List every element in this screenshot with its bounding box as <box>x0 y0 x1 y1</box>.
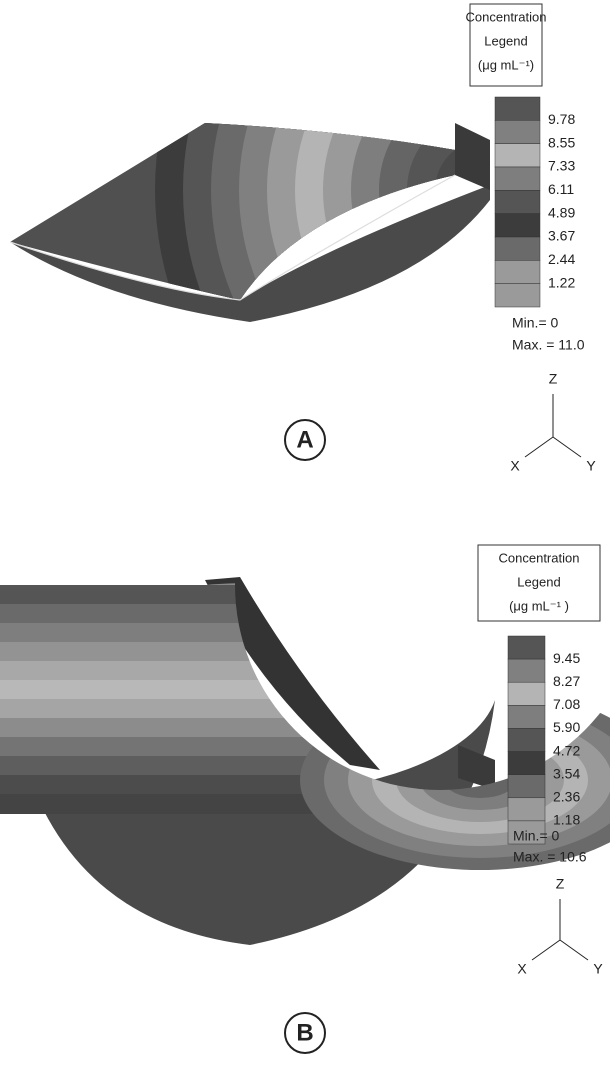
contour-band <box>0 642 500 662</box>
legend-title: Legend <box>484 33 527 48</box>
axis-x <box>525 437 553 457</box>
legend-min: Min.= 0 <box>513 828 560 844</box>
contour-band <box>0 661 500 681</box>
legend-band <box>508 775 545 798</box>
legend-level: 4.72 <box>553 742 580 758</box>
legend-band <box>495 190 540 213</box>
panel-label: B <box>296 1019 313 1046</box>
legend-band <box>508 705 545 728</box>
legend-level: 1.22 <box>548 274 575 290</box>
axis-y <box>553 437 581 457</box>
legend-level: 8.55 <box>548 134 575 150</box>
legend-band <box>495 144 540 167</box>
legend-min: Min.= 0 <box>512 315 559 331</box>
legend-level: 1.18 <box>553 812 580 828</box>
legend-level: 7.08 <box>553 696 580 712</box>
legend-level: 9.78 <box>548 111 575 127</box>
contour-band <box>0 623 500 643</box>
legend-band <box>495 120 540 143</box>
axis-y <box>560 940 588 960</box>
legend-band <box>495 260 540 283</box>
axis-x <box>532 940 560 960</box>
legend-level: 8.27 <box>553 673 580 689</box>
legend-level: 2.44 <box>548 251 575 267</box>
legend-level: 2.36 <box>553 788 580 804</box>
axis-y-label: Y <box>593 961 603 977</box>
legend-band <box>508 659 545 682</box>
legend-level: 4.89 <box>548 204 575 220</box>
legend-band <box>495 284 540 307</box>
contour-band <box>0 604 500 624</box>
axis-z-label: Z <box>549 371 558 387</box>
contour-band <box>444 762 516 798</box>
axis-x-label: X <box>517 961 527 977</box>
figure: Concentration Legend (μg mL⁻¹) 9.78 8.55 7.33… <box>0 0 610 1065</box>
legend-level: 7.33 <box>548 158 575 174</box>
legend-level: 5.90 <box>553 719 580 735</box>
axis-z-label: Z <box>556 876 565 892</box>
legend-level: 3.54 <box>553 765 580 781</box>
legend-title: Legend <box>517 574 560 589</box>
legend-band <box>508 798 545 821</box>
legend-title: (μg mL⁻¹) <box>478 57 534 72</box>
legend-title: Concentration <box>499 550 580 565</box>
legend-title: (μg mL⁻¹ ) <box>509 598 569 613</box>
contour-band <box>0 585 500 605</box>
panel-label: A <box>296 426 313 453</box>
legend-max: Max. = 11.0 <box>512 337 585 353</box>
axis-x-label: X <box>510 458 520 474</box>
legend-band <box>495 167 540 190</box>
legend-band <box>495 214 540 237</box>
legend-level: 6.11 <box>548 181 574 197</box>
legend-band <box>508 636 545 659</box>
legend-band <box>508 752 545 775</box>
legend-level: 3.67 <box>548 228 575 244</box>
legend-band <box>508 728 545 751</box>
legend-band <box>495 97 540 120</box>
legend-band <box>508 682 545 705</box>
legend-max: Max. = 10.6 <box>513 849 587 865</box>
legend-title: Concentration <box>466 9 547 24</box>
legend-level: 9.45 <box>553 650 580 666</box>
legend-band <box>495 237 540 260</box>
axis-y-label: Y <box>586 458 596 474</box>
